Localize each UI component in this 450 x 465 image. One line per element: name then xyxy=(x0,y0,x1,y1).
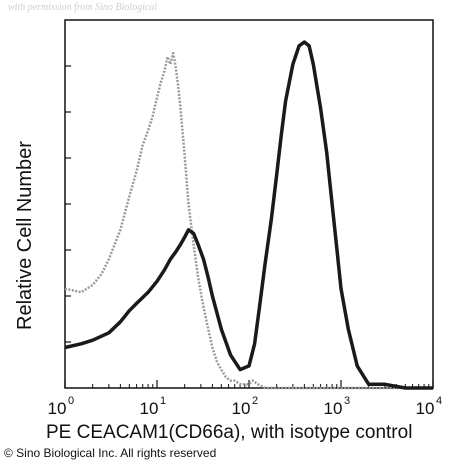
x-tick-exponent: 0 xyxy=(68,395,74,407)
series-layer xyxy=(64,40,433,390)
x-tick-label: 10 1 xyxy=(140,395,167,418)
y-axis-label: Relative Cell Number xyxy=(14,141,36,330)
x-tick-label: 10 0 xyxy=(48,395,75,418)
x-tick-label: 10 4 xyxy=(416,395,443,418)
copyright-notice: © Sino Biological Inc. All rights reserv… xyxy=(4,446,217,460)
x-tick-exponent: 2 xyxy=(252,395,258,407)
x-tick-base: 10 xyxy=(324,399,343,418)
x-axis-ticks: 10 0 10 1 10 2 10 3 10 4 xyxy=(48,380,443,418)
x-tick-base: 10 xyxy=(48,399,67,418)
cd66a-curve xyxy=(64,40,433,390)
x-tick-exponent: 1 xyxy=(160,395,166,407)
plot-frame xyxy=(64,19,434,389)
x-tick-label: 10 2 xyxy=(232,395,259,418)
x-tick-label: 10 3 xyxy=(324,395,351,418)
x-tick-exponent: 4 xyxy=(436,395,442,407)
watermark: with permission from Sino Biological xyxy=(8,2,158,13)
isotype-control-curve xyxy=(64,51,433,390)
x-axis-label: PE CEACAM1(CD66a), with isotype control xyxy=(46,422,413,443)
x-tick-base: 10 xyxy=(232,399,251,418)
y-axis-ticks xyxy=(65,65,71,343)
x-tick-base: 10 xyxy=(140,399,159,418)
x-tick-base: 10 xyxy=(416,399,435,418)
x-tick-exponent: 3 xyxy=(344,395,350,407)
